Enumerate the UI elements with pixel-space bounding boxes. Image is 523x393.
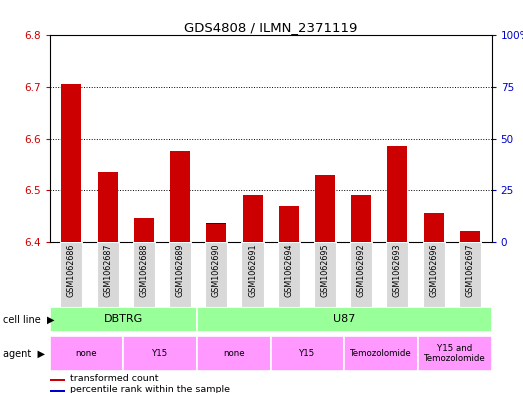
Bar <box>50 379 64 381</box>
Bar <box>418 336 492 371</box>
Bar <box>350 242 372 307</box>
Bar <box>386 242 408 307</box>
Text: GSM1062687: GSM1062687 <box>103 244 112 297</box>
Bar <box>423 242 445 307</box>
Bar <box>424 221 444 242</box>
Bar <box>315 223 335 242</box>
Bar <box>388 217 407 242</box>
Text: GSM1062692: GSM1062692 <box>357 244 366 297</box>
Bar <box>279 223 299 242</box>
Text: GSM1062693: GSM1062693 <box>393 244 402 297</box>
Bar <box>207 223 226 242</box>
Bar <box>459 242 481 307</box>
Bar <box>50 307 197 332</box>
Text: DBTRG: DBTRG <box>104 314 143 324</box>
Text: GSM1062696: GSM1062696 <box>429 244 438 297</box>
Bar <box>170 151 190 242</box>
Text: cell line  ▶: cell line ▶ <box>3 314 54 324</box>
Bar <box>314 242 336 307</box>
Bar <box>169 242 191 307</box>
Bar <box>197 307 492 332</box>
Bar <box>315 174 335 242</box>
Bar <box>351 195 371 242</box>
Bar <box>344 336 418 371</box>
Text: Y15: Y15 <box>152 349 168 358</box>
Text: GSM1062697: GSM1062697 <box>465 244 474 297</box>
Bar <box>460 231 480 242</box>
Bar <box>62 84 82 242</box>
Bar <box>278 242 300 307</box>
Text: GSM1062690: GSM1062690 <box>212 244 221 297</box>
Bar <box>134 219 154 242</box>
Bar <box>271 336 344 371</box>
Bar <box>50 390 64 392</box>
Bar <box>98 172 118 242</box>
Text: none: none <box>223 349 245 358</box>
Bar <box>50 336 123 371</box>
Text: GSM1062691: GSM1062691 <box>248 244 257 297</box>
Bar <box>97 242 119 307</box>
Bar <box>243 195 263 242</box>
Text: GSM1062695: GSM1062695 <box>321 244 329 297</box>
Bar <box>133 242 155 307</box>
Text: Y15: Y15 <box>299 349 315 358</box>
Bar <box>351 221 371 242</box>
Bar <box>242 242 264 307</box>
Bar <box>243 221 263 242</box>
Bar <box>424 213 444 242</box>
Text: percentile rank within the sample: percentile rank within the sample <box>70 385 230 393</box>
Text: U87: U87 <box>333 314 356 324</box>
Text: transformed count: transformed count <box>70 374 158 383</box>
Text: Y15 and
Temozolomide: Y15 and Temozolomide <box>424 344 486 364</box>
Bar <box>60 242 83 307</box>
Bar <box>460 231 480 242</box>
Bar <box>279 206 299 242</box>
Bar <box>62 200 82 242</box>
Text: GSM1062689: GSM1062689 <box>176 244 185 297</box>
Bar <box>123 336 197 371</box>
Text: Temozolomide: Temozolomide <box>350 349 412 358</box>
Bar <box>134 221 154 242</box>
Text: GSM1062686: GSM1062686 <box>67 244 76 297</box>
Bar <box>170 217 190 242</box>
Text: GSM1062694: GSM1062694 <box>285 244 293 297</box>
Text: agent  ▶: agent ▶ <box>3 349 44 359</box>
Bar <box>388 146 407 242</box>
Text: none: none <box>76 349 97 358</box>
Text: GSM1062688: GSM1062688 <box>139 244 149 297</box>
Bar <box>197 336 271 371</box>
Bar <box>98 225 118 242</box>
Bar <box>205 242 228 307</box>
Bar <box>207 224 226 242</box>
Title: GDS4808 / ILMN_2371119: GDS4808 / ILMN_2371119 <box>184 21 357 34</box>
